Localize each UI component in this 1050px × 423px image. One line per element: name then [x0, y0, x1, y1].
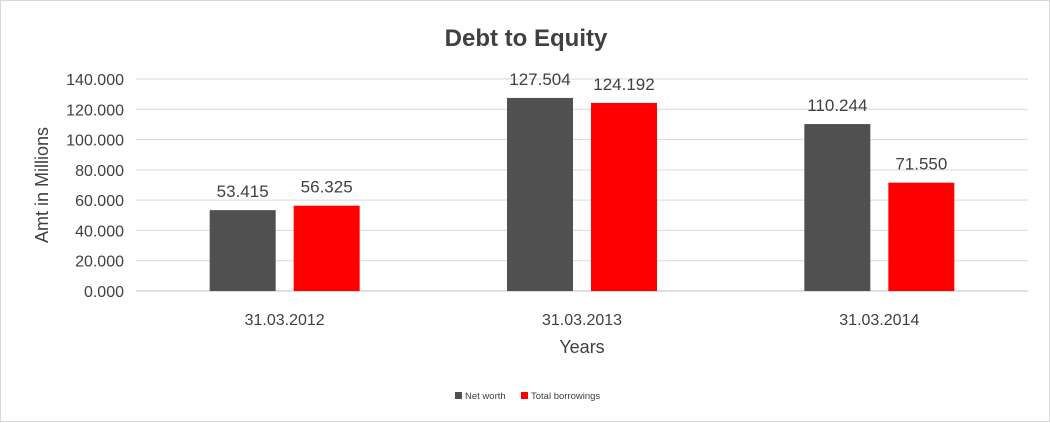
legend-swatch [521, 392, 528, 399]
bar-total-borrowings [591, 102, 657, 291]
legend: Net worth Total borrowings [455, 391, 600, 402]
y-tick-label: 0.000 [84, 284, 124, 301]
legend-swatch [455, 392, 462, 399]
data-label: 56.325 [301, 178, 353, 197]
x-tick-label: 31.03.2012 [245, 312, 325, 329]
data-label: 110.244 [807, 96, 867, 115]
legend-label: Net worth [465, 391, 506, 402]
bars [209, 97, 955, 291]
y-tick-label: 80.000 [75, 163, 124, 180]
y-tick-label: 20.000 [75, 254, 124, 271]
data-label: 124.192 [593, 75, 654, 94]
legend-label: Total borrowings [531, 391, 600, 402]
data-labels: 53.415 56.325 127.504 124.192 110.244 71.550 [217, 70, 948, 201]
y-tick-label: 60.000 [75, 193, 124, 210]
x-tick-labels: 31.03.2012 31.03.2013 31.03.2014 [245, 312, 920, 329]
bar-net-worth [209, 210, 276, 291]
data-label: 127.504 [509, 70, 570, 89]
x-tick-label: 31.03.2014 [839, 312, 919, 329]
y-tick-labels: 0.000 20.000 40.000 60.000 80.000 100.000 120.… [66, 72, 124, 301]
y-tick-label: 40.000 [75, 223, 124, 240]
gridlines [136, 78, 1028, 292]
x-tick-label: 31.03.2013 [542, 312, 622, 329]
bar-net-worth [507, 97, 573, 291]
data-label: 71.550 [895, 155, 947, 174]
bar-net-worth [804, 124, 871, 291]
y-tick-label: 120.000 [66, 102, 124, 119]
chart-title: Debt to Equity [445, 25, 608, 52]
y-tick-label: 140.000 [66, 72, 124, 89]
bar-total-borrowings [888, 182, 955, 291]
y-tick-label: 100.000 [66, 133, 124, 150]
y-axis-label: Amt in Millions [32, 127, 52, 243]
data-label: 53.415 [217, 182, 269, 201]
x-axis-label: Years [559, 337, 604, 357]
bar-total-borrowings [293, 205, 360, 291]
